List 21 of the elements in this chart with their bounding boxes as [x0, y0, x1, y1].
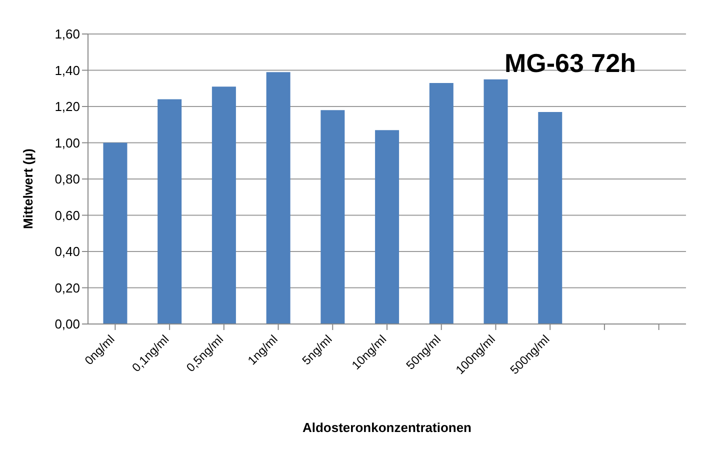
bar [538, 112, 562, 324]
y-tick-label: 1,00 [54, 135, 80, 150]
bar [212, 86, 236, 324]
y-tick-label: 0,20 [54, 280, 80, 296]
y-tick-label: 0,60 [54, 208, 80, 223]
bar [484, 79, 508, 324]
y-axis-title: Mittelwert (µ) [20, 148, 36, 229]
y-tick-label: 0,80 [54, 172, 80, 187]
y-tick-label: 0,40 [54, 244, 80, 260]
bar [103, 142, 128, 324]
bar [375, 130, 400, 324]
text: MG-63 72h [504, 48, 636, 79]
bar [320, 110, 345, 324]
y-tick-label: 1,40 [54, 62, 80, 78]
y-tick-label: 1,20 [54, 99, 80, 114]
bar [429, 82, 454, 324]
y-tick-label: 0,00 [54, 316, 80, 332]
bar [266, 72, 290, 324]
bar [158, 99, 182, 324]
y-tick-label: 1,60 [54, 26, 80, 42]
x-axis-title: Aldosteronkonzentrationen [302, 420, 472, 435]
